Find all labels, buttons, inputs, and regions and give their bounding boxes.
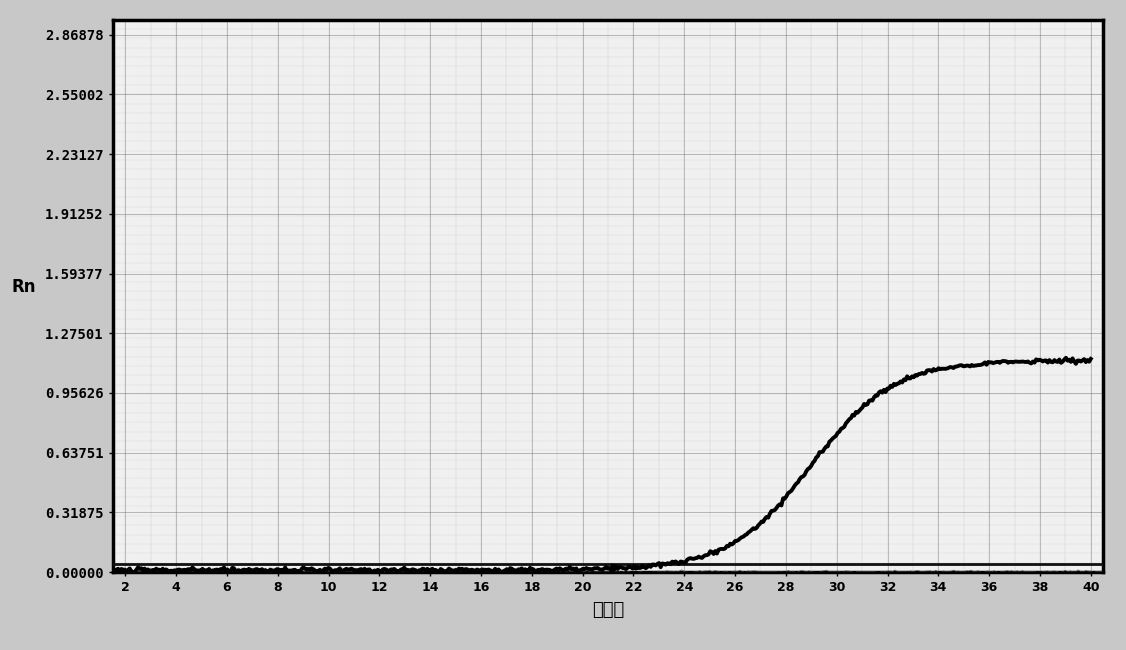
Y-axis label: Rn: Rn [12,278,36,296]
X-axis label: 循环数: 循环数 [592,601,624,619]
